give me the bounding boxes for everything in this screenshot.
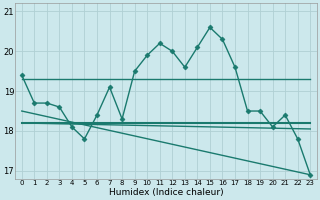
X-axis label: Humidex (Indice chaleur): Humidex (Indice chaleur)	[109, 188, 223, 197]
